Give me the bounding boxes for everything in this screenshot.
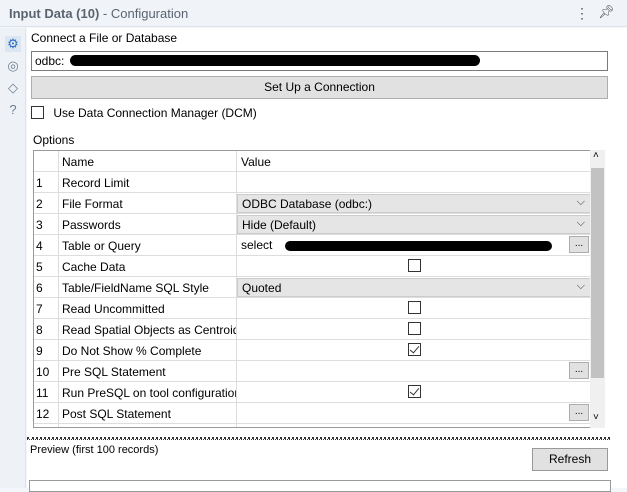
window-title: Input Data (10) - Configuration xyxy=(9,6,189,21)
dcm-checkbox[interactable] xyxy=(31,106,44,120)
row-number: 1 xyxy=(36,176,43,190)
table-row[interactable]: 11 Run PreSQL on tool configuration xyxy=(34,382,591,403)
value-dropdown[interactable]: Hide (Default) ⌵ xyxy=(237,215,591,234)
grid-header: Name Value xyxy=(34,151,591,172)
table-row[interactable]: 4 Table or Query select... xyxy=(34,235,591,256)
value-checkbox[interactable] xyxy=(407,259,421,272)
value-checkbox[interactable] xyxy=(407,322,421,335)
title-bar: Input Data (10) - Configuration ⋮ 📌︎ xyxy=(0,0,627,27)
chevron-down-icon: ⌵ xyxy=(576,217,585,229)
row-number: 2 xyxy=(36,197,43,211)
options-label: Options xyxy=(33,133,75,147)
pin-icon[interactable]: 📌︎ xyxy=(598,4,615,19)
scrollbar-thumb[interactable] xyxy=(591,168,604,378)
value-cell[interactable]: ... xyxy=(237,403,591,424)
refresh-button[interactable]: Refresh xyxy=(532,448,608,471)
row-name: Post SQL Statement xyxy=(58,403,237,424)
value-cell xyxy=(237,340,591,361)
value-cell[interactable]: ... xyxy=(237,361,591,382)
more-vertical-icon[interactable]: ⋮ xyxy=(575,5,589,21)
value-cell xyxy=(237,256,591,277)
dropdown-value: ODBC Database (odbc:) xyxy=(242,197,373,211)
value-cell xyxy=(237,382,591,403)
options-grid: Name Value 1 Record Limit 2 File Format ODBC… xyxy=(33,150,605,428)
table-row[interactable]: 3 Passwords Hide (Default) ⌵ xyxy=(34,214,591,235)
row-number: 8 xyxy=(36,323,43,337)
row-number: 4 xyxy=(36,239,43,253)
row-number: 7 xyxy=(36,302,43,316)
value-cell xyxy=(237,319,591,340)
value-input[interactable] xyxy=(237,172,591,193)
row-name: Table or Query xyxy=(58,235,237,256)
row-name: Record Limit xyxy=(58,172,237,193)
value-checkbox[interactable] xyxy=(407,343,421,356)
row-number: 6 xyxy=(36,281,43,295)
dropdown-value: Hide (Default) xyxy=(242,218,317,232)
chevron-down-icon: ⌵ xyxy=(576,196,585,208)
splitter[interactable] xyxy=(27,437,610,440)
table-row[interactable]: 8 Read Spatial Objects as Centroids xyxy=(34,319,591,340)
value-cell xyxy=(237,298,591,319)
chevron-down-icon: ⌵ xyxy=(576,280,585,292)
table-row[interactable]: 9 Do Not Show % Complete xyxy=(34,340,591,361)
row-number: 5 xyxy=(36,260,43,274)
redaction xyxy=(285,241,552,251)
table-row[interactable]: 6 Table/FieldName SQL Style Quoted ⌵ xyxy=(34,277,591,298)
help-icon[interactable]: ? xyxy=(9,102,17,117)
name-header: Name xyxy=(58,151,237,172)
table-row[interactable]: 13 xyxy=(34,424,591,428)
sidebar: ⚙ ◎ ◇ ? xyxy=(0,28,26,488)
tag-icon[interactable]: ◇ xyxy=(8,80,18,95)
value-text: select xyxy=(241,238,273,252)
row-name: Read Uncommitted xyxy=(58,298,237,319)
gear-icon[interactable]: ⚙ xyxy=(5,36,21,52)
row-number: 12 xyxy=(36,407,50,421)
dropdown-value: Quoted xyxy=(242,281,282,295)
preview-area xyxy=(29,480,611,492)
row-number: 3 xyxy=(36,218,43,232)
row-name: Table/FieldName SQL Style xyxy=(58,277,237,298)
value-dropdown[interactable]: Quoted ⌵ xyxy=(237,278,591,297)
scroll-down-icon[interactable]: ˅ xyxy=(593,412,599,423)
dcm-label: Use Data Connection Manager (DCM) xyxy=(53,105,257,120)
row-name: File Format xyxy=(58,193,237,214)
dcm-option[interactable]: Use Data Connection Manager (DCM) xyxy=(31,105,257,120)
row-name: Cache Data xyxy=(58,256,237,277)
value-header: Value xyxy=(241,155,271,169)
row-name: Pre SQL Statement xyxy=(58,361,237,382)
value-cell xyxy=(237,424,591,428)
annotation-icon[interactable]: ◎ xyxy=(7,58,19,73)
scroll-up-icon[interactable]: ˄ xyxy=(593,150,599,161)
row-name xyxy=(58,424,237,427)
redaction xyxy=(70,55,480,66)
preview-label: Preview (first 100 records) xyxy=(30,444,159,456)
row-number: 9 xyxy=(36,344,43,358)
table-row[interactable]: 10 Pre SQL Statement... xyxy=(34,361,591,382)
row-number: 11 xyxy=(36,386,49,400)
row-name: Do Not Show % Complete xyxy=(58,340,237,361)
value-checkbox[interactable] xyxy=(407,385,421,398)
table-row[interactable]: 5 Cache Data xyxy=(34,256,591,277)
ellipsis-button[interactable]: ... xyxy=(569,404,589,421)
table-row[interactable]: 7 Read Uncommitted xyxy=(34,298,591,319)
ellipsis-button[interactable]: ... xyxy=(569,362,589,379)
value-checkbox[interactable] xyxy=(407,301,421,314)
table-row[interactable]: 2 File Format ODBC Database (odbc:) ⌵ xyxy=(34,193,591,214)
row-name: Read Spatial Objects as Centroids xyxy=(58,319,237,340)
row-number: 10 xyxy=(36,365,50,379)
value-checkbox[interactable] xyxy=(408,427,421,428)
table-row[interactable]: 12 Post SQL Statement... xyxy=(34,403,591,424)
connect-label: Connect a File or Database xyxy=(31,31,178,45)
value-dropdown[interactable]: ODBC Database (odbc:) ⌵ xyxy=(237,194,591,213)
row-name: Run PreSQL on tool configuration xyxy=(58,382,237,403)
value-cell[interactable]: select... xyxy=(237,235,591,256)
setup-connection-button[interactable]: Set Up a Connection xyxy=(31,76,608,99)
table-row[interactable]: 1 Record Limit xyxy=(34,172,591,193)
row-name: Passwords xyxy=(58,214,237,235)
ellipsis-button[interactable]: ... xyxy=(569,236,589,253)
